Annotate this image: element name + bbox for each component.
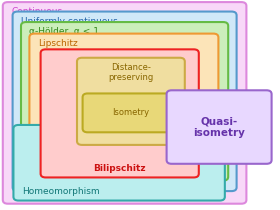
- FancyBboxPatch shape: [29, 34, 218, 168]
- Text: Lipschitz: Lipschitz: [38, 39, 78, 48]
- FancyBboxPatch shape: [41, 49, 199, 177]
- Text: Distance-
preserving: Distance- preserving: [108, 63, 153, 82]
- FancyBboxPatch shape: [13, 12, 237, 191]
- FancyBboxPatch shape: [13, 125, 225, 201]
- Text: Uniformly continuous: Uniformly continuous: [21, 17, 118, 26]
- FancyBboxPatch shape: [83, 93, 179, 132]
- FancyBboxPatch shape: [167, 90, 272, 164]
- Text: α-Hölder, α < 1: α-Hölder, α < 1: [29, 27, 99, 36]
- Text: Quasi-
isometry: Quasi- isometry: [193, 116, 245, 138]
- FancyBboxPatch shape: [77, 58, 185, 145]
- Text: Continuous: Continuous: [11, 7, 62, 16]
- Text: Bilipschitz: Bilipschitz: [94, 164, 146, 173]
- FancyBboxPatch shape: [21, 22, 228, 181]
- Text: Isometry: Isometry: [112, 108, 150, 117]
- FancyBboxPatch shape: [3, 2, 246, 204]
- Text: Homeomorphism: Homeomorphism: [22, 187, 99, 196]
